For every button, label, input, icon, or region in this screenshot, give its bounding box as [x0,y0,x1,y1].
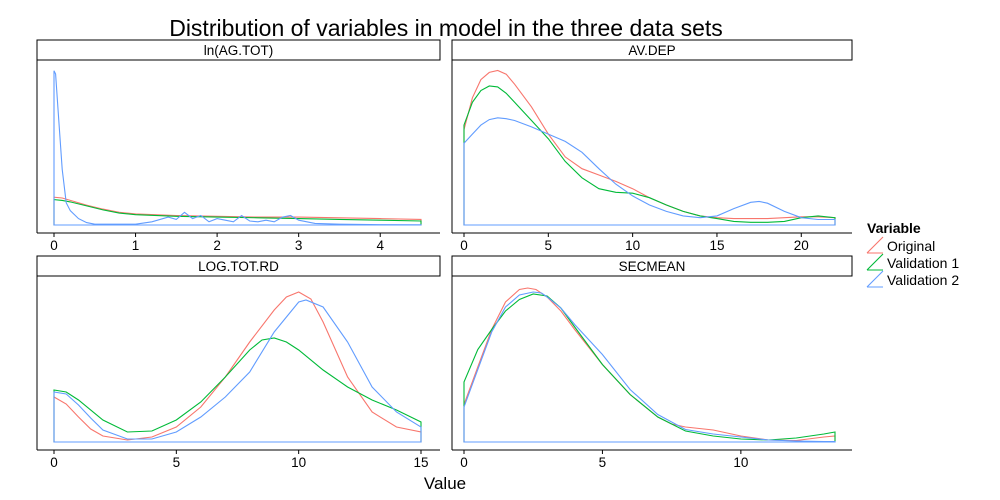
legend-label: Original [887,238,935,254]
x-tick-label: 5 [599,455,607,470]
x-tick-label: 20 [794,238,809,253]
series-original-line [53,291,422,443]
facet-strip-label: LOG.TOT.RD [198,259,279,274]
facet-strip-label: AV.DEP [628,43,675,58]
legend-item-validation-2: Validation 2 [866,270,959,288]
legend-item-original: Original [866,236,935,254]
x-tick-label: 1 [132,238,140,253]
legend-item-validation-1: Validation 1 [866,253,959,271]
series-validation-1-line [463,293,836,443]
facet-strip [451,39,853,61]
x-tick-label: 15 [413,455,428,470]
series-validation-1-line [53,198,422,226]
legend-swatch [866,236,884,254]
series-validation-2-line [53,70,422,226]
legend-swatch [866,253,884,271]
facet-secmean: SECMEAN 0 5 10 [451,255,853,470]
facet-strip [451,255,853,277]
x-tick-label: 15 [709,238,724,253]
facet-strip-label: SECMEAN [619,259,686,274]
x-tick-label: 0 [460,455,468,470]
series-validation-1-line [463,85,836,226]
series-validation-1-line [53,337,422,443]
series-original-line [53,196,422,226]
x-tick-label: 3 [295,238,303,253]
facet-grid: ln(AG.TOT) 0 1 2 3 4 AV.DEP 0 5 10 15 20 LOG.TOT.RD 0… [36,39,853,470]
legend-label: Validation 1 [887,255,959,271]
series-validation-2-line [463,117,836,226]
facet-strip [36,39,441,61]
series-original-line [463,69,836,226]
legend-swatch [866,270,884,288]
x-tick-label: 0 [460,238,468,253]
legend-title: Variable [867,220,921,236]
facet-log-tot-rd: LOG.TOT.RD 0 5 10 15 [36,255,441,470]
x-tick-label: 10 [291,455,306,470]
x-tick-label: 0 [50,238,58,253]
x-axis-label: Value [424,474,466,493]
x-tick-label: 5 [545,238,553,253]
x-tick-label: 2 [213,238,221,253]
x-tick-label: 10 [625,238,640,253]
x-tick-label: 10 [733,455,748,470]
chart-title: Distribution of variables in model in th… [169,15,723,41]
x-tick-label: 5 [173,455,181,470]
x-tick-label: 0 [50,455,58,470]
facet-strip [36,255,441,277]
facet-ln-ag-tot: ln(AG.TOT) 0 1 2 3 4 [36,39,441,253]
series-original-line [463,287,836,443]
series-validation-2-line [463,291,836,443]
series-validation-2-line [53,299,422,443]
x-tick-label: 4 [376,238,384,253]
facet-strip-label: ln(AG.TOT) [204,43,274,58]
facet-av-dep: AV.DEP 0 5 10 15 20 [451,39,853,253]
legend-label: Validation 2 [887,272,959,288]
